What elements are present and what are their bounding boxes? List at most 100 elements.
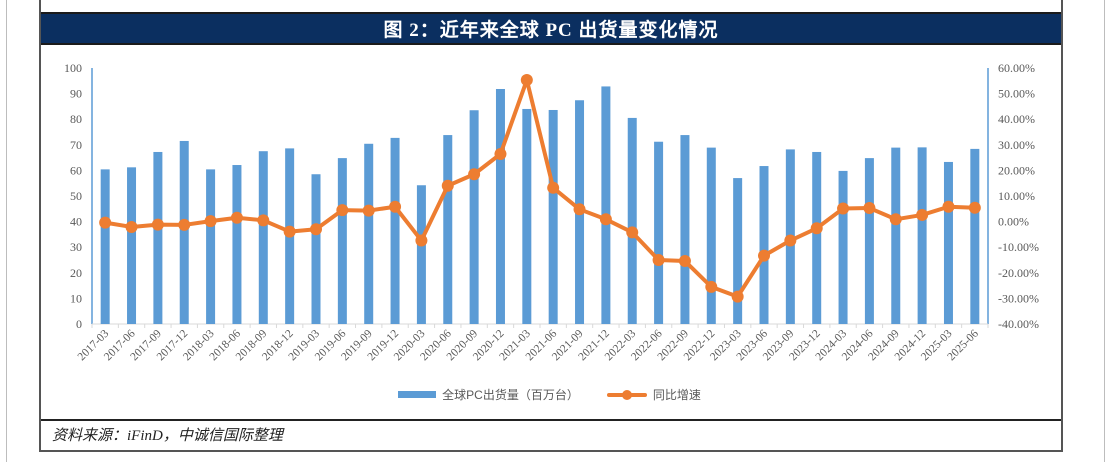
right-y-axis: -40.00% -30.00% -20.00% -10.00% 0.00% 10.00% 2… <box>987 61 1039 331</box>
line-marker-swatch-icon <box>606 389 647 400</box>
shipment-bar <box>153 151 163 324</box>
growth-point-marker <box>283 225 296 238</box>
shipment-bar <box>127 167 137 324</box>
right-axis-tick-label: -30.00% <box>998 291 1039 305</box>
right-axis-tick-label: 10.00% <box>998 189 1035 203</box>
left-axis-tick-label: 80 <box>70 112 82 126</box>
shipment-bar <box>943 161 953 324</box>
shipment-bar <box>522 108 532 325</box>
right-axis-tick-label: 40.00% <box>998 112 1035 126</box>
legend-label-shipments: 全球PC出货量（百万台） <box>442 388 579 402</box>
left-axis-tick-label: 20 <box>70 266 82 280</box>
growth-point-marker <box>810 222 823 235</box>
growth-point-marker <box>125 220 138 233</box>
left-axis-tick-label: 40 <box>70 215 82 229</box>
growth-point-marker <box>178 218 191 231</box>
growth-point-marker <box>626 226 639 239</box>
right-axis-tick-label: -20.00% <box>998 266 1039 280</box>
shipment-bar <box>627 117 637 324</box>
growth-point-marker <box>705 280 718 293</box>
right-axis-tick-label: 0.00% <box>998 215 1029 229</box>
shipment-bar <box>601 86 611 324</box>
shipment-bar <box>838 170 848 324</box>
growth-point-marker <box>731 290 744 303</box>
shipment-bar <box>416 185 426 324</box>
shipment-bar <box>495 88 505 324</box>
left-axis-tick-label: 0 <box>76 317 82 331</box>
source-note: 资料来源：iFinD，中诚信国际整理 <box>52 428 283 444</box>
shipment-bar <box>179 140 189 324</box>
shipment-bar <box>100 169 110 324</box>
growth-point-marker <box>758 249 770 262</box>
footer-divider <box>41 419 1061 421</box>
shipment-bar <box>970 148 980 324</box>
growth-point-marker <box>837 202 850 215</box>
shipment-bar <box>917 147 927 324</box>
growth-point-marker <box>916 208 929 221</box>
shipment-bar <box>364 143 374 324</box>
left-axis-tick-label: 30 <box>70 240 82 254</box>
right-axis-tick-label: -10.00% <box>998 240 1039 254</box>
growth-point-marker <box>204 215 217 228</box>
growth-point-marker <box>547 181 560 194</box>
left-axis-tick-label: 10 <box>70 291 82 305</box>
right-axis-tick-label: 50.00% <box>998 87 1035 101</box>
left-axis-tick-label: 90 <box>70 87 82 101</box>
growth-point-marker <box>336 204 349 217</box>
growth-point-marker <box>520 74 533 87</box>
legend-label-growth: 同比增速 <box>652 388 701 402</box>
growth-point-marker <box>889 213 902 226</box>
shipment-bar <box>548 109 558 324</box>
shipment-bar <box>469 110 479 325</box>
legend-item-shipments: 全球PC出货量（百万台） <box>398 386 579 403</box>
bar-series <box>100 86 980 325</box>
legend-item-growth: 同比增速 <box>606 386 701 403</box>
shipment-bar <box>232 165 242 324</box>
page-edge-right <box>1104 0 1105 462</box>
growth-point-marker <box>468 168 481 181</box>
figure-title: 图 2：近年来全球 PC 出货量变化情况 <box>41 12 1061 45</box>
shipment-bar <box>733 178 743 324</box>
left-axis-tick-label: 50 <box>70 189 82 203</box>
shipment-bar <box>311 174 321 324</box>
growth-point-marker <box>257 214 270 227</box>
growth-point-marker <box>362 204 375 217</box>
page-edge-left <box>6 0 7 462</box>
left-axis-tick-label: 70 <box>70 138 82 152</box>
shipment-bar <box>258 151 268 324</box>
growth-point-marker <box>599 213 612 226</box>
line-series <box>99 74 981 303</box>
left-y-axis: 0 10 20 30 40 50 60 70 80 90 100 <box>64 61 93 331</box>
right-axis-tick-label: 30.00% <box>998 138 1035 152</box>
shipment-bar <box>680 135 690 324</box>
shipment-bar <box>891 147 901 324</box>
growth-point-marker <box>784 234 797 247</box>
shipment-bar <box>337 158 347 324</box>
bar-swatch-icon <box>398 391 437 398</box>
growth-point-marker <box>230 211 243 224</box>
right-axis-tick-label: 60.00% <box>998 61 1035 75</box>
growth-point-marker <box>863 202 876 215</box>
left-axis-tick-label: 100 <box>64 61 82 75</box>
shipment-bar <box>864 158 874 324</box>
growth-point-marker <box>441 179 454 192</box>
growth-point-marker <box>151 218 164 231</box>
growth-point-marker <box>573 203 586 216</box>
growth-point-marker <box>310 223 322 236</box>
growth-point-marker <box>494 148 507 161</box>
right-axis-tick-label: 20.00% <box>998 163 1035 177</box>
right-axis-tick-label: -40.00% <box>998 317 1039 331</box>
growth-point-marker <box>99 216 112 229</box>
figure-frame <box>39 0 1063 452</box>
growth-point-marker <box>968 201 981 214</box>
growth-point-marker <box>389 200 402 213</box>
growth-point-marker <box>678 255 691 268</box>
left-axis-tick-label: 60 <box>70 163 82 177</box>
shipment-bar <box>654 141 664 324</box>
shipment-bar <box>390 137 400 324</box>
growth-point-marker <box>415 234 428 247</box>
chart-legend: 全球PC出货量（百万台） 同比增速 <box>0 386 1105 403</box>
shipment-bar <box>759 166 769 324</box>
growth-point-marker <box>652 254 665 266</box>
